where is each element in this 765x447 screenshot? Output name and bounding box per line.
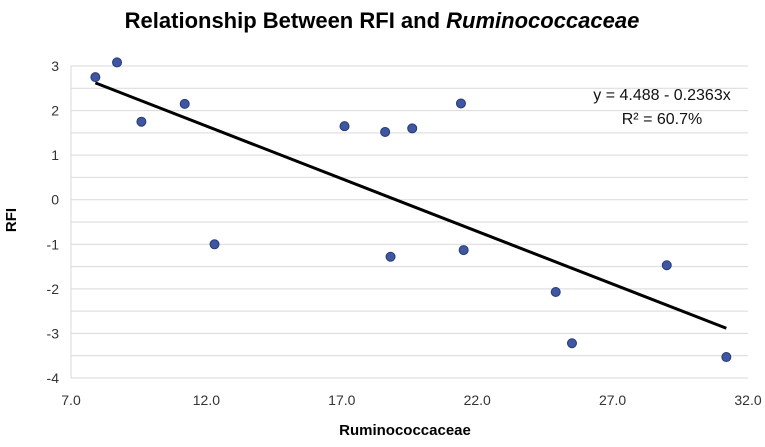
y-tick-label: -2 (47, 281, 60, 297)
data-point (339, 121, 350, 132)
data-point (385, 251, 396, 262)
chart-title-plain: Relationship Between RFI and (125, 8, 446, 33)
chart-title-italic: Ruminococcaceae (446, 8, 639, 33)
y-tick-label: -4 (47, 370, 60, 386)
gridlines (70, 65, 748, 379)
y-tick-label: 3 (51, 58, 59, 74)
data-point (458, 245, 469, 256)
trend-equation: y = 4.488 - 0.2363x (593, 87, 730, 104)
x-tick-label: 17.0 (328, 392, 355, 408)
data-point (179, 98, 190, 109)
x-tick-label: 27.0 (599, 392, 626, 408)
data-points (90, 57, 732, 363)
data-point (455, 98, 466, 109)
data-point (566, 338, 577, 349)
y-tick-label: 2 (51, 103, 59, 119)
chart-title: Relationship Between RFI and Ruminococca… (125, 8, 640, 33)
data-point (136, 116, 147, 127)
trendline (94, 81, 727, 330)
r-squared-label: R² = 60.7% (622, 111, 702, 128)
data-point (550, 286, 561, 297)
y-tick-label: -3 (47, 325, 60, 341)
x-tick-label: 7.0 (61, 392, 81, 408)
data-point (721, 352, 732, 363)
data-point (661, 260, 672, 271)
data-point (380, 126, 391, 137)
data-point (90, 72, 101, 83)
x-tick-label: 32.0 (734, 392, 761, 408)
y-tick-label: -1 (47, 236, 60, 252)
x-tick-label: 12.0 (193, 392, 220, 408)
y-tick-labels: 3 2 1 0 -1 -2 -3 -4 (47, 58, 60, 386)
data-point (209, 239, 220, 250)
y-tick-label: 1 (51, 147, 59, 163)
data-point (407, 123, 418, 134)
y-tick-label: 0 (51, 192, 59, 208)
y-axis-label: RFI (3, 208, 20, 232)
data-point (112, 57, 123, 68)
x-tick-label: 22.0 (464, 392, 491, 408)
x-axis-label: Ruminococcaceae (339, 422, 471, 439)
x-tick-labels: 7.0 12.0 17.0 22.0 27.0 32.0 (61, 392, 762, 408)
